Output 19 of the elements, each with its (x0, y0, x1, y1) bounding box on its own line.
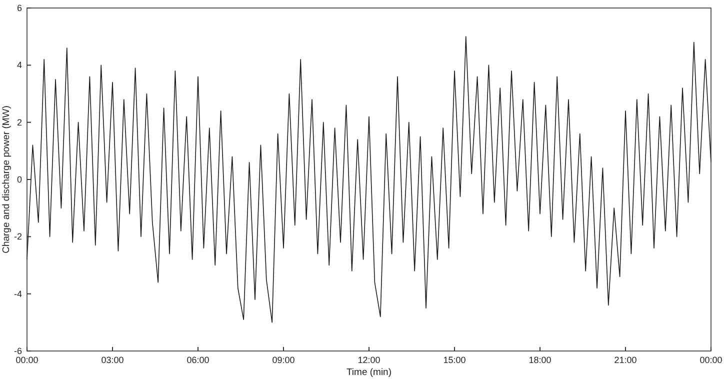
y-tick-label: -4 (14, 288, 22, 299)
x-tick-label: 15:00 (443, 355, 466, 365)
y-tick-label: 6 (16, 3, 22, 13)
line-series (26, 36, 712, 323)
x-tick-label: 09:00 (272, 355, 295, 365)
y-tick-label: 0 (16, 174, 22, 184)
x-tick-label: 12:00 (358, 355, 380, 365)
x-tick-label: 03:00 (101, 355, 124, 365)
y-tick-label: -2 (14, 232, 22, 242)
y-tick-label: -6 (14, 346, 22, 356)
x-tick-label: 18:00 (528, 355, 552, 365)
x-tick-label: 00:00 (700, 355, 722, 365)
x-tick-label: 00:00 (16, 355, 38, 365)
y-axis-title: Charge and discharge power (MW) (1, 106, 12, 254)
y-tick-label: 2 (16, 117, 22, 128)
x-tick-label: 06:00 (186, 355, 210, 365)
x-axis-title: Time (min) (346, 367, 392, 378)
x-tick-label: 21:00 (614, 355, 637, 365)
y-tick-label: 4 (16, 60, 22, 70)
